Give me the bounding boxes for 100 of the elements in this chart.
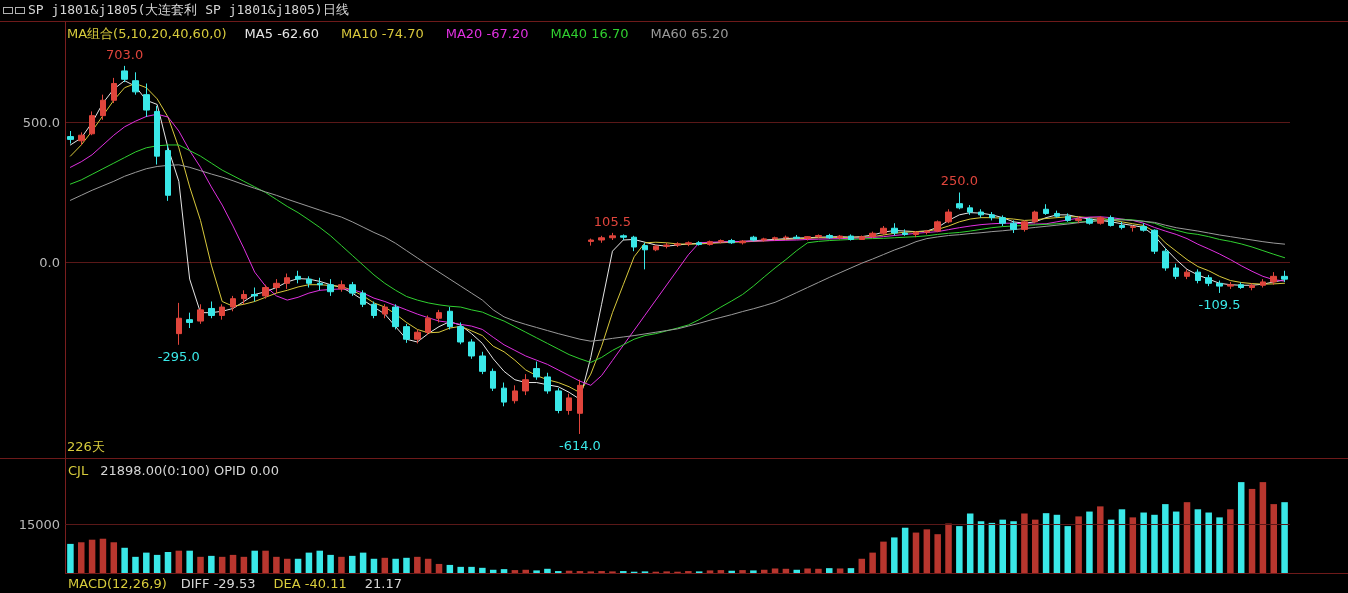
candlestick xyxy=(121,65,128,83)
bar xyxy=(988,522,996,573)
candlestick xyxy=(1151,228,1158,255)
candlestick xyxy=(642,242,648,270)
candlestick xyxy=(826,233,833,240)
candlestick xyxy=(620,233,627,241)
candlestick xyxy=(891,222,898,237)
text: MACD(12,26,9) xyxy=(68,576,167,591)
candlestick xyxy=(934,219,941,233)
candlestick xyxy=(728,238,735,245)
bar xyxy=(1075,516,1082,573)
candlestick xyxy=(371,300,377,319)
candlestick xyxy=(219,303,225,321)
bar xyxy=(1064,526,1072,573)
candlestick xyxy=(924,229,930,235)
bar xyxy=(847,568,855,573)
candlestick xyxy=(522,373,529,396)
y-tick-label: 0.0 xyxy=(39,254,60,270)
candlestick xyxy=(653,244,659,252)
bar xyxy=(1281,502,1288,573)
annotation: -614.0 xyxy=(558,437,601,453)
text: DEA -40.11 xyxy=(273,576,347,591)
text: DIFF -29.53 xyxy=(180,576,256,591)
bar xyxy=(143,552,150,573)
candlestick xyxy=(902,228,908,237)
candlestick xyxy=(1021,219,1028,233)
candlestick xyxy=(1130,224,1136,233)
bar xyxy=(1270,504,1277,573)
candlestick xyxy=(197,303,204,325)
candlestick xyxy=(100,94,106,121)
candlestick xyxy=(750,235,757,242)
chart-title: SP j1801&j1805(大连套利 SP j1801&j1805)日线 xyxy=(28,2,349,17)
bar xyxy=(544,568,551,573)
candlestick xyxy=(176,302,182,346)
bar xyxy=(750,570,757,573)
candlestick xyxy=(414,328,421,344)
candlestick xyxy=(186,312,193,329)
candlestick xyxy=(67,130,74,145)
candlestick xyxy=(804,235,811,242)
bar xyxy=(923,529,931,573)
bar xyxy=(164,551,172,573)
text: MA40 16.70 xyxy=(550,26,629,41)
candlestick xyxy=(273,278,280,294)
candlestick xyxy=(208,300,215,319)
candlestick xyxy=(1173,263,1179,280)
annotation: 226天 xyxy=(67,439,105,454)
bar xyxy=(153,554,161,573)
candlestick xyxy=(859,235,865,241)
bar xyxy=(999,519,1006,573)
bar xyxy=(771,568,779,573)
candlestick xyxy=(78,131,85,146)
candlestick xyxy=(739,239,746,245)
candlestick xyxy=(132,71,139,96)
candlestick xyxy=(1108,214,1114,228)
bar xyxy=(316,550,324,573)
bar xyxy=(1031,519,1039,573)
candlestick xyxy=(956,191,963,210)
text: MA60 65.20 xyxy=(650,26,729,41)
candlestick xyxy=(457,321,464,345)
bar xyxy=(1259,482,1267,573)
bar xyxy=(283,558,291,573)
candlestick xyxy=(1270,271,1277,286)
candlestick xyxy=(1205,274,1212,287)
bar xyxy=(500,569,508,573)
candlestick xyxy=(1065,212,1071,223)
candlestick xyxy=(349,281,356,297)
bar xyxy=(1086,511,1093,573)
bar xyxy=(880,541,887,573)
bar xyxy=(349,555,356,573)
bar xyxy=(1248,488,1256,573)
candlestick xyxy=(295,270,301,284)
bar xyxy=(511,570,519,573)
bar xyxy=(403,557,410,573)
candlestick xyxy=(251,287,258,302)
bar xyxy=(934,534,941,573)
candlestick xyxy=(1184,268,1190,280)
candlestick xyxy=(1260,278,1266,289)
bar xyxy=(522,569,529,573)
bar xyxy=(370,558,378,573)
candlestick xyxy=(1249,282,1255,291)
candlestick xyxy=(306,275,312,289)
candlestick xyxy=(1097,215,1104,226)
candlestick xyxy=(403,323,410,344)
bar xyxy=(229,554,237,573)
bar xyxy=(327,554,334,573)
bar xyxy=(67,543,74,573)
candlestick xyxy=(967,204,973,216)
candlestick xyxy=(382,303,388,319)
bar xyxy=(815,568,822,573)
candlestick xyxy=(772,236,778,242)
candlestick xyxy=(447,306,453,330)
candlestick xyxy=(999,214,1006,227)
bar xyxy=(836,568,844,573)
candlestick xyxy=(241,289,247,305)
bar xyxy=(739,570,746,573)
candlestick xyxy=(1162,247,1169,272)
candlestick xyxy=(1054,210,1060,219)
bar xyxy=(479,567,486,573)
bar xyxy=(338,556,345,573)
candlestick xyxy=(913,230,919,238)
